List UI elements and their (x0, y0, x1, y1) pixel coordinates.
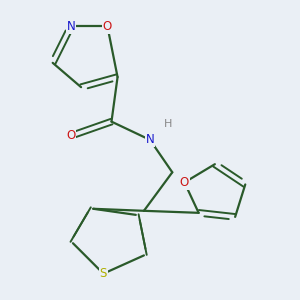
Text: N: N (146, 134, 154, 146)
Text: S: S (100, 267, 107, 280)
Text: H: H (164, 118, 172, 129)
Text: O: O (180, 176, 189, 189)
Text: N: N (67, 20, 75, 33)
Text: O: O (66, 129, 76, 142)
Text: O: O (103, 20, 112, 33)
